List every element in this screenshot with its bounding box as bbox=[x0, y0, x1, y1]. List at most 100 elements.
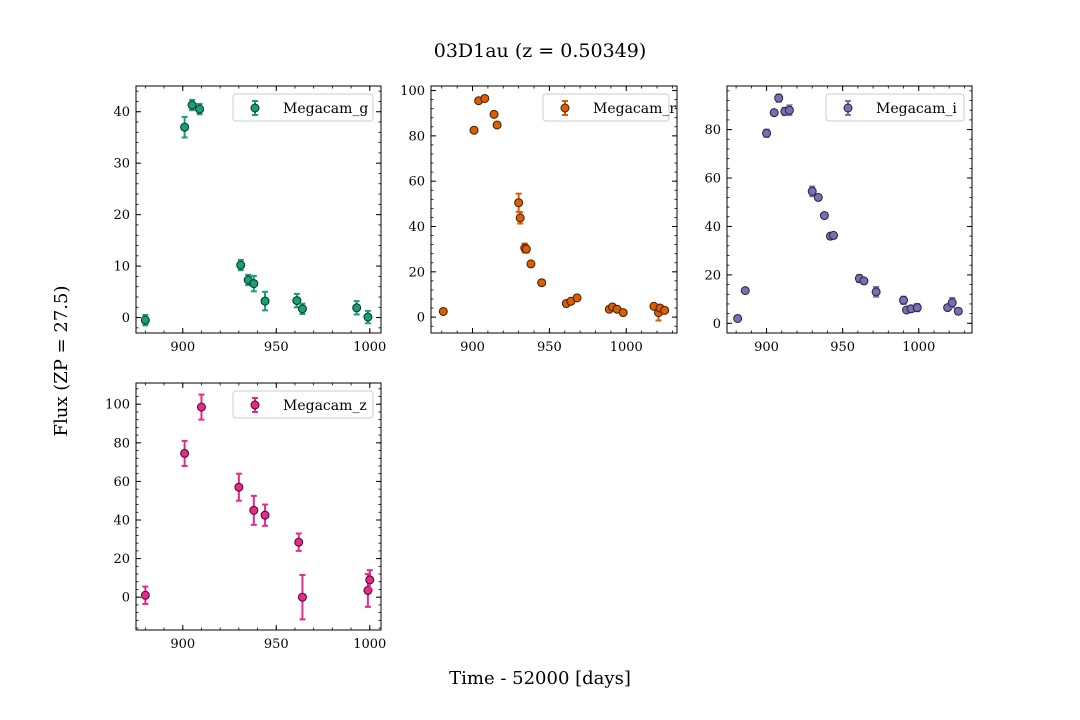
marker bbox=[829, 230, 839, 240]
marker bbox=[363, 312, 373, 322]
legend: Megacam_z bbox=[232, 390, 374, 419]
marker bbox=[572, 293, 582, 303]
data-point bbox=[953, 306, 963, 316]
data-point bbox=[489, 109, 499, 119]
y-tick-label: 80 bbox=[704, 123, 721, 138]
y-tick-label: 80 bbox=[113, 436, 130, 451]
marker bbox=[740, 286, 750, 296]
legend-label: Megacam_z bbox=[283, 398, 367, 414]
data-point bbox=[249, 274, 259, 293]
marker bbox=[660, 305, 670, 315]
legend: Megacam_r bbox=[542, 93, 676, 122]
marker bbox=[537, 278, 547, 288]
data-point bbox=[140, 585, 150, 605]
y-tick-label: 20 bbox=[113, 552, 130, 567]
data-point bbox=[515, 211, 525, 225]
data-point bbox=[438, 306, 448, 316]
data-point bbox=[363, 309, 373, 325]
x-tick-label: 900 bbox=[170, 637, 195, 652]
data-point bbox=[140, 313, 150, 327]
data-point bbox=[660, 305, 670, 315]
y-tick-label: 100 bbox=[400, 84, 425, 99]
data-point bbox=[784, 104, 794, 117]
marker bbox=[762, 128, 772, 138]
data-point bbox=[762, 128, 772, 138]
data-point bbox=[492, 120, 502, 130]
subplot-Megacam_r: 900 950 1000 0 20 40 60 80 100 Megacam_r bbox=[400, 84, 678, 355]
marker bbox=[871, 287, 881, 297]
data-point bbox=[352, 300, 362, 316]
marker bbox=[294, 537, 304, 547]
legend: Megacam_i bbox=[825, 93, 965, 122]
marker bbox=[526, 259, 536, 269]
data-point bbox=[469, 125, 479, 135]
y-tick-label: 0 bbox=[122, 591, 130, 606]
data-point bbox=[297, 302, 307, 315]
y-tick-label: 20 bbox=[408, 265, 425, 280]
data-point bbox=[180, 439, 190, 467]
data-point bbox=[871, 285, 881, 298]
marker bbox=[813, 192, 823, 202]
data-point bbox=[859, 276, 869, 286]
marker bbox=[249, 505, 259, 515]
marker bbox=[480, 93, 490, 103]
legend-label: Megacam_r bbox=[593, 101, 676, 117]
figure-title: 03D1au (z = 0.50349) bbox=[434, 40, 647, 62]
x-tick-label: 1000 bbox=[610, 340, 643, 355]
x-tick-label: 950 bbox=[830, 340, 855, 355]
legend-marker bbox=[843, 103, 853, 113]
marker bbox=[469, 125, 479, 135]
data-point bbox=[829, 230, 839, 240]
axes-frame bbox=[430, 85, 678, 334]
y-tick-label: 0 bbox=[122, 311, 130, 326]
y-tick-label: 40 bbox=[113, 514, 130, 529]
legend-box bbox=[825, 93, 965, 122]
data-point bbox=[774, 93, 784, 103]
data-point bbox=[521, 244, 531, 254]
marker bbox=[953, 306, 963, 316]
data-point bbox=[365, 569, 375, 591]
data-point bbox=[196, 393, 206, 421]
marker bbox=[249, 279, 259, 289]
x-tick-label: 900 bbox=[754, 340, 779, 355]
marker bbox=[352, 303, 362, 313]
marker bbox=[733, 313, 743, 323]
y-tick-label: 80 bbox=[408, 129, 425, 144]
x-axis-label: Time - 52000 [days] bbox=[449, 668, 631, 689]
marker bbox=[140, 315, 150, 325]
x-tick-label: 1000 bbox=[353, 340, 386, 355]
data-point bbox=[526, 259, 536, 269]
y-tick-label: 0 bbox=[417, 311, 425, 326]
data-point bbox=[807, 185, 817, 198]
data-point bbox=[813, 192, 823, 202]
x-tick-label: 950 bbox=[264, 637, 289, 652]
x-tick-label: 1000 bbox=[902, 340, 935, 355]
y-tick-label: 40 bbox=[704, 220, 721, 235]
marker bbox=[489, 109, 499, 119]
marker bbox=[292, 296, 302, 306]
x-tick-label: 950 bbox=[537, 340, 562, 355]
marker bbox=[774, 93, 784, 103]
marker bbox=[195, 104, 205, 114]
x-tick-label: 950 bbox=[264, 340, 289, 355]
marker bbox=[807, 186, 817, 196]
marker bbox=[819, 211, 829, 221]
marker bbox=[260, 510, 270, 520]
data-point bbox=[297, 574, 307, 621]
y-axis-label: Flux (ZP = 27.5) bbox=[51, 286, 72, 437]
marker bbox=[297, 304, 307, 314]
marker bbox=[365, 575, 375, 585]
legend: Megacam_g bbox=[232, 93, 374, 122]
legend-label: Megacam_i bbox=[876, 101, 957, 117]
data-point bbox=[187, 98, 197, 112]
legend-box bbox=[232, 390, 374, 419]
legend-marker bbox=[560, 103, 570, 113]
axes-frame bbox=[135, 85, 382, 334]
y-tick-label: 60 bbox=[408, 175, 425, 190]
marker bbox=[260, 296, 270, 306]
marker bbox=[912, 303, 922, 313]
data-point bbox=[294, 532, 304, 552]
axes-frame bbox=[726, 85, 973, 334]
y-tick-label: 20 bbox=[704, 268, 721, 283]
